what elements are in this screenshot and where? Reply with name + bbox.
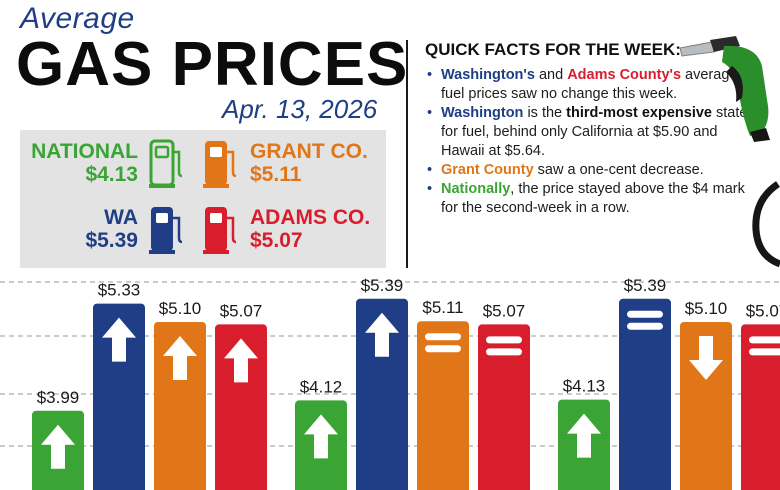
grant-label: GRANT CO. bbox=[250, 140, 368, 163]
bar-wa bbox=[356, 298, 408, 490]
bar-value-label: $5.39 bbox=[624, 276, 667, 295]
bar-grant bbox=[417, 321, 469, 490]
fact-text: and bbox=[534, 67, 568, 83]
equals-icon bbox=[749, 336, 780, 344]
adams-price: $5.07 bbox=[250, 229, 303, 252]
bar-value-label: $5.10 bbox=[159, 299, 202, 318]
facts-list: Washington's and Adams County's average … bbox=[425, 66, 755, 218]
bar-value-label: $5.07 bbox=[483, 301, 526, 320]
fact-text: Washington's bbox=[441, 67, 535, 83]
fuel-nozzle-icon bbox=[679, 36, 770, 142]
bar-value-label: $3.99 bbox=[37, 388, 80, 407]
fact-text: Nationally bbox=[441, 181, 511, 197]
bar-value-label: $4.12 bbox=[300, 377, 343, 396]
wa-price-block: WA $5.39 bbox=[26, 206, 138, 252]
fact-item: Washington is the third-most expensive s… bbox=[425, 104, 755, 161]
arrow-up-icon bbox=[365, 312, 399, 357]
fact-item: Grant County saw a one-cent decrease. bbox=[425, 161, 755, 180]
arrow-up-icon bbox=[304, 414, 338, 459]
header-divider bbox=[406, 40, 408, 268]
fact-text: third-most expensive bbox=[566, 105, 712, 121]
gas-pump-icon-wa bbox=[149, 207, 183, 254]
bar-wa bbox=[93, 303, 145, 490]
arrow-down-icon bbox=[689, 336, 723, 380]
gas-pump-icon-adams bbox=[203, 207, 237, 254]
arrow-up-icon bbox=[102, 317, 136, 362]
report-date: Apr. 13, 2026 bbox=[222, 94, 378, 124]
fact-text: average fuel prices saw no change this w… bbox=[441, 67, 738, 102]
bar-value-label: $5.39 bbox=[361, 276, 404, 295]
fact-text: Adams County's bbox=[567, 67, 682, 83]
equals-icon bbox=[627, 310, 663, 318]
equals-icon bbox=[425, 333, 461, 341]
wa-price: $5.39 bbox=[85, 229, 138, 252]
title-average: Average bbox=[20, 2, 135, 35]
arrow-up-icon bbox=[41, 424, 75, 469]
bar-wa bbox=[619, 298, 671, 490]
fact-text: , the price stayed above the $4 mark for… bbox=[441, 181, 745, 216]
adams-price-block: ADAMS CO. $5.07 bbox=[250, 206, 386, 252]
wa-label: WA bbox=[104, 206, 138, 229]
fuel-hose-icon bbox=[752, 181, 780, 268]
bar-value-label: $5.11 bbox=[422, 298, 463, 317]
equals-icon bbox=[486, 348, 522, 356]
bar-value-label: $5.07 bbox=[746, 301, 780, 320]
national-price: $4.13 bbox=[85, 163, 138, 186]
grant-price-block: GRANT CO. $5.11 bbox=[250, 140, 386, 186]
adams-label: ADAMS CO. bbox=[250, 206, 371, 229]
facts-heading: QUICK FACTS FOR THE WEEK: bbox=[425, 40, 681, 59]
fact-text: saw a one-cent decrease. bbox=[533, 162, 704, 178]
equals-icon bbox=[425, 345, 461, 353]
bar-adams bbox=[215, 324, 267, 490]
bar-value-label: $4.13 bbox=[563, 377, 606, 396]
equals-icon bbox=[486, 336, 522, 344]
arrow-up-icon bbox=[224, 338, 258, 383]
bar-adams bbox=[741, 324, 780, 490]
fact-item: Washington's and Adams County's average … bbox=[425, 66, 755, 104]
arrow-up-icon bbox=[163, 336, 197, 380]
fact-text: Washington bbox=[441, 105, 524, 121]
bar-value-label: $5.33 bbox=[98, 281, 141, 300]
bar-value-label: $5.07 bbox=[220, 301, 263, 320]
national-price-block: NATIONAL $4.13 bbox=[26, 140, 138, 186]
price-summary-panel: NATIONAL $4.13 GRANT CO. $5.11 WA $5.39 … bbox=[20, 130, 386, 268]
fact-text: is the bbox=[523, 105, 567, 121]
bar-adams bbox=[478, 324, 530, 490]
equals-icon bbox=[627, 322, 663, 330]
fact-item: Nationally, the price stayed above the $… bbox=[425, 180, 755, 218]
fact-text: Grant County bbox=[441, 162, 534, 178]
fact-text: state for fuel, behind only California a… bbox=[441, 105, 748, 159]
arrow-up-icon bbox=[567, 413, 601, 458]
bar-value-label: $5.10 bbox=[685, 299, 728, 318]
bar-grant bbox=[154, 322, 206, 490]
national-label: NATIONAL bbox=[31, 140, 138, 163]
gas-pump-icon-national bbox=[149, 139, 183, 188]
equals-icon bbox=[749, 348, 780, 356]
grant-price: $5.11 bbox=[250, 163, 302, 186]
gas-pump-icon-grant bbox=[203, 141, 237, 188]
page-title: GAS PRICES bbox=[16, 30, 409, 99]
